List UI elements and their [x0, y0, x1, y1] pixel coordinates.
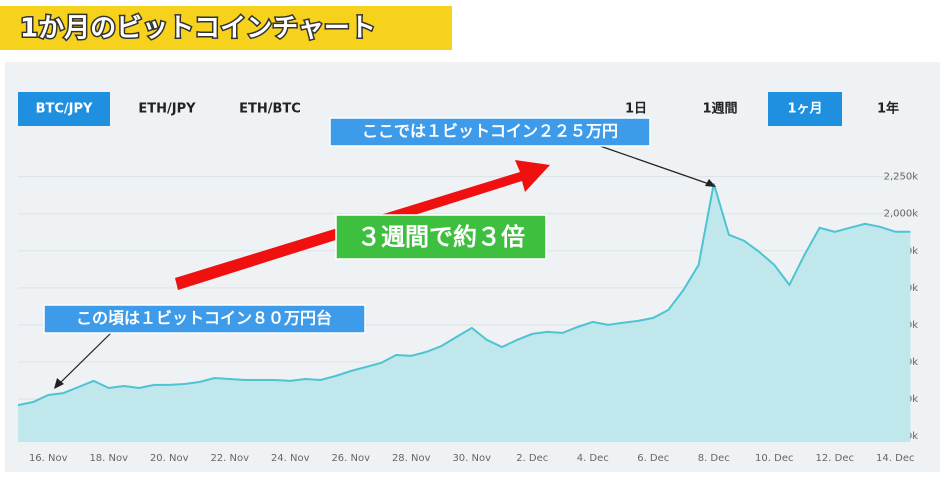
x-tick-label: 14. Dec	[876, 453, 914, 464]
tab-button[interactable]: ETH/JPY	[138, 102, 196, 117]
area-fill	[18, 183, 911, 442]
annotation: ３週間で約３倍	[357, 223, 525, 251]
tab-button[interactable]: ETH/BTC	[239, 102, 301, 117]
arrow-head	[705, 179, 716, 187]
x-tick-label: 30. Nov	[452, 453, 491, 464]
y-tick-label: 2,000k	[884, 209, 919, 220]
x-tick-label: 26. Nov	[331, 453, 370, 464]
annotation-box	[329, 117, 651, 147]
button-bg[interactable]	[768, 92, 842, 126]
button-label[interactable]: ETH/JPY	[138, 102, 196, 117]
pointer-arrow	[599, 145, 713, 186]
annotation-box	[335, 214, 547, 260]
pointer-arrow	[57, 331, 113, 386]
x-tick-label: 10. Dec	[755, 453, 793, 464]
button-label[interactable]: 1日	[625, 102, 647, 117]
button-label[interactable]: 1年	[877, 101, 899, 117]
x-tick-label: 16. Nov	[29, 453, 68, 464]
banner-title: 1か月のビットコインチャート	[20, 14, 376, 44]
annotation-box	[43, 304, 366, 334]
x-tick-label: 4. Dec	[577, 453, 609, 464]
x-tick-label: 20. Nov	[150, 453, 189, 464]
arrow-head	[54, 378, 64, 389]
button-label[interactable]: ETH/BTC	[239, 102, 301, 117]
x-tick-label: 8. Dec	[698, 453, 730, 464]
x-tick-label: 28. Nov	[392, 453, 431, 464]
annotation: この頃は１ビットコイン８０万円台	[76, 309, 332, 328]
price-line	[17, 183, 911, 407]
tab-button[interactable]: 1日	[625, 102, 647, 117]
x-tick-label: 22. Nov	[210, 453, 249, 464]
title-banner	[0, 6, 452, 50]
tab-button[interactable]: 1週間	[702, 102, 737, 117]
y-tick-label: 2,250k	[884, 172, 919, 183]
button-label[interactable]: 1ヶ月	[787, 102, 822, 117]
button-label[interactable]: BTC/JPY	[36, 102, 93, 117]
x-tick-label: 2. Dec	[516, 453, 548, 464]
x-tick-label: 12. Dec	[816, 453, 854, 464]
x-tick-label: 24. Nov	[271, 453, 310, 464]
button-bg[interactable]	[18, 92, 110, 126]
tab-button[interactable]: 1年	[877, 101, 899, 117]
tab-button[interactable]: 1ヶ月	[768, 92, 842, 126]
tab-button[interactable]: BTC/JPY	[18, 92, 110, 126]
x-tick-label: 6. Dec	[637, 453, 669, 464]
annotation: ここでは１ビットコイン２２５万円	[362, 122, 618, 141]
button-label[interactable]: 1週間	[702, 102, 737, 117]
x-tick-label: 18. Nov	[89, 453, 128, 464]
